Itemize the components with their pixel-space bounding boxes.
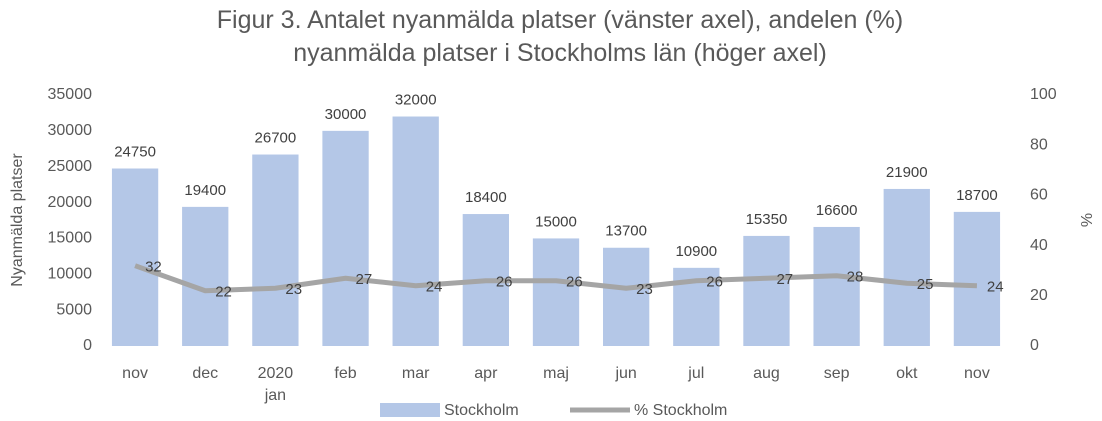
y-tick-label: 20000 bbox=[48, 194, 93, 211]
x-tick-label: dec bbox=[192, 365, 218, 382]
line bbox=[134, 263, 978, 294]
y-tick-label: 35000 bbox=[48, 86, 93, 103]
data-label: 25 bbox=[917, 276, 934, 293]
data-label: 27 bbox=[356, 271, 373, 288]
bar bbox=[322, 130, 369, 346]
y2-tick-label: 80 bbox=[1030, 136, 1048, 153]
legend-label: Stockholm bbox=[444, 402, 519, 419]
data-label: 22 bbox=[215, 284, 232, 301]
data-label: 32 bbox=[145, 259, 162, 276]
x-tick-label: 2020 jan bbox=[258, 365, 294, 404]
data-label: 24 bbox=[426, 279, 443, 296]
data-label: 32000 bbox=[395, 91, 437, 108]
y2-tick-label: 60 bbox=[1030, 187, 1048, 204]
y2-tick-label: 100 bbox=[1030, 86, 1057, 103]
data-label: 15350 bbox=[746, 211, 788, 228]
y2-tick-label: 0 bbox=[1030, 337, 1039, 354]
bar bbox=[182, 206, 229, 346]
x-tick-label: sep bbox=[824, 365, 850, 382]
legend-swatch bbox=[380, 403, 440, 417]
bar bbox=[252, 154, 299, 346]
data-label: 26700 bbox=[255, 129, 297, 146]
y-tick-label: 0 bbox=[83, 337, 92, 354]
x-tick-label: apr bbox=[474, 365, 498, 382]
data-label: 28 bbox=[847, 269, 864, 286]
x-tick-label: mar bbox=[402, 365, 430, 382]
y-tick-label: 5000 bbox=[56, 301, 92, 318]
x-tick-label: jul bbox=[687, 365, 704, 382]
y2-axis-title: % bbox=[1079, 213, 1096, 227]
bar bbox=[603, 247, 650, 346]
data-label: 18700 bbox=[956, 187, 998, 204]
chart-title: Figur 3. Antalet nyanmälda platser (väns… bbox=[216, 6, 904, 67]
y-tick-label: 10000 bbox=[48, 266, 93, 283]
data-label: 23 bbox=[636, 281, 653, 298]
x-tick-label: aug bbox=[753, 365, 780, 382]
data-label: 23 bbox=[285, 281, 302, 298]
y-tick-label: 30000 bbox=[48, 122, 93, 139]
bar bbox=[392, 116, 439, 346]
legend-label: % Stockholm bbox=[634, 402, 727, 419]
bar bbox=[111, 168, 159, 346]
x-tick-label: feb bbox=[334, 365, 356, 382]
bar bbox=[883, 188, 930, 346]
data-label: 27 bbox=[776, 271, 793, 288]
y-tick-label: 25000 bbox=[48, 158, 93, 175]
bar bbox=[813, 226, 860, 346]
data-label: 26 bbox=[496, 274, 513, 291]
data-label: 16600 bbox=[816, 202, 858, 219]
x-tick-label: jun bbox=[614, 365, 636, 382]
data-label: 26 bbox=[706, 274, 723, 291]
y2-tick-label: 20 bbox=[1030, 287, 1048, 304]
bar bbox=[743, 235, 790, 346]
data-label: 18400 bbox=[465, 189, 507, 206]
data-label: 19400 bbox=[184, 182, 226, 199]
data-label: 24 bbox=[987, 279, 1004, 296]
data-label: 24750 bbox=[114, 143, 156, 160]
data-label: 13700 bbox=[605, 223, 647, 240]
y2-tick-label: 40 bbox=[1030, 237, 1048, 254]
y-axis-title: Nyanmälda platser bbox=[9, 153, 26, 287]
data-label: 15000 bbox=[535, 213, 577, 230]
data-label: 21900 bbox=[886, 164, 928, 181]
data-label: 26 bbox=[566, 274, 583, 291]
data-label: 10900 bbox=[675, 243, 717, 260]
y-tick-label: 15000 bbox=[48, 230, 93, 247]
data-label: 30000 bbox=[325, 106, 367, 123]
x-tick-label: nov bbox=[964, 365, 990, 382]
x-tick-label: okt bbox=[896, 365, 918, 382]
bar bbox=[532, 238, 580, 346]
x-tick-label: maj bbox=[543, 365, 569, 382]
bar bbox=[953, 211, 1001, 346]
x-tick-label: nov bbox=[122, 365, 148, 382]
